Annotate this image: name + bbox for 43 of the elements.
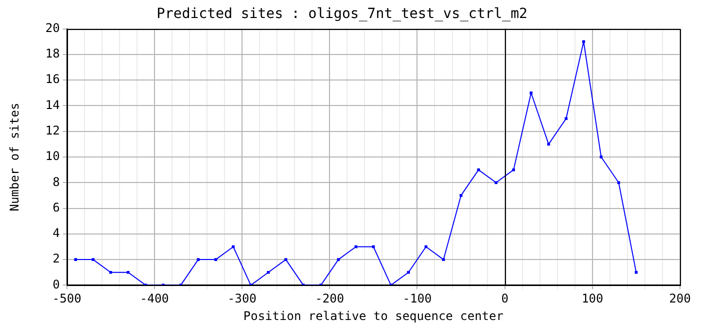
y-tick-label: 18 [45,46,60,61]
y-tick-label: 16 [45,72,60,86]
y-tick-label: 4 [52,226,60,240]
point [126,270,130,274]
point [74,258,78,261]
y-tick-label: 8 [52,174,60,189]
x-tick-label: 0 [501,292,508,306]
y-tick-label: 6 [52,200,60,214]
point [512,168,515,172]
point [547,142,550,146]
point [266,270,270,274]
x-tick-label: 200 [669,292,691,306]
point [582,40,586,44]
point [600,156,603,158]
point [92,258,95,261]
point [196,258,200,261]
y-tick-label: 12 [45,123,60,138]
point [336,258,340,261]
x-tick-label: -500 [52,292,82,306]
x-tick-label: -200 [315,292,344,306]
y-tick-label: 2 [52,252,60,266]
point [564,117,568,120]
x-axis-title: Position relative to sequence center [243,308,504,323]
point [372,245,375,248]
point [354,245,358,248]
point [214,258,218,261]
y-axis-title: Number of sites [7,102,22,212]
point [634,270,638,274]
x-tick-label: -400 [140,292,169,306]
point [424,245,428,248]
y-tick-label: 14 [45,98,60,112]
y-tick-label: 20 [45,20,60,35]
x-tick-label: -300 [228,292,256,306]
y-tick-label: 0 [52,277,60,292]
x-tick-label: -100 [402,292,432,306]
x-tick-label: 100 [582,292,604,306]
point [617,181,620,184]
point [284,258,288,261]
y-tick-label: 10 [45,149,60,164]
point [494,181,498,184]
chart-title: Predicted sites : oligos_7nt_test_vs_ctrl_m2 [156,6,528,22]
point [109,270,112,274]
point [477,168,480,172]
